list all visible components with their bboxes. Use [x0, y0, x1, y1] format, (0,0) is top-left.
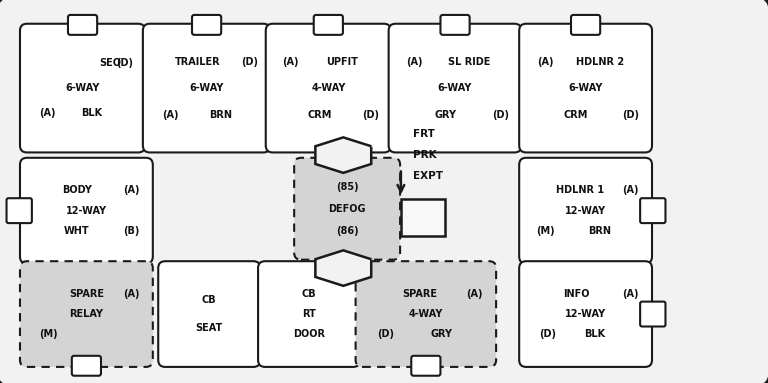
FancyBboxPatch shape — [258, 261, 360, 367]
Text: (D): (D) — [539, 329, 556, 339]
Text: DOOR: DOOR — [293, 329, 325, 339]
FancyBboxPatch shape — [412, 356, 440, 376]
Text: 12-WAY: 12-WAY — [565, 206, 606, 216]
Text: (A): (A) — [465, 289, 482, 299]
Text: BODY: BODY — [62, 185, 92, 195]
FancyBboxPatch shape — [68, 15, 97, 35]
Text: GRY: GRY — [430, 329, 452, 339]
Text: (B): (B) — [124, 226, 140, 236]
Text: (A): (A) — [124, 185, 140, 195]
FancyBboxPatch shape — [72, 356, 101, 376]
Text: 4-WAY: 4-WAY — [311, 83, 346, 93]
FancyBboxPatch shape — [641, 302, 665, 326]
Text: (D): (D) — [492, 110, 508, 119]
Text: BRN: BRN — [588, 226, 611, 236]
Text: (85): (85) — [336, 182, 359, 192]
Text: 6-WAY: 6-WAY — [65, 83, 100, 93]
Text: (D): (D) — [241, 57, 258, 67]
FancyBboxPatch shape — [158, 261, 260, 367]
Text: (D): (D) — [117, 58, 134, 68]
Text: (D): (D) — [362, 110, 379, 119]
FancyBboxPatch shape — [356, 261, 496, 367]
Text: (A): (A) — [282, 57, 299, 67]
Text: RELAY: RELAY — [69, 309, 104, 319]
Polygon shape — [316, 137, 371, 173]
Text: CB: CB — [302, 289, 316, 299]
Text: BLK: BLK — [584, 329, 606, 339]
Text: 4-WAY: 4-WAY — [409, 309, 443, 319]
FancyBboxPatch shape — [519, 261, 652, 367]
Text: (A): (A) — [623, 185, 639, 195]
Text: TRAILER: TRAILER — [174, 57, 220, 67]
Text: UPFIT: UPFIT — [326, 57, 358, 67]
Text: (A): (A) — [406, 57, 423, 67]
Text: SPARE: SPARE — [402, 289, 437, 299]
Text: (M): (M) — [39, 329, 58, 339]
Text: GRY: GRY — [435, 110, 456, 119]
Text: (A): (A) — [162, 110, 178, 119]
Bar — [401, 199, 445, 236]
Text: (A): (A) — [38, 108, 55, 118]
Polygon shape — [316, 250, 371, 286]
Text: BLK: BLK — [81, 108, 102, 118]
Text: SEO: SEO — [99, 58, 121, 68]
FancyBboxPatch shape — [641, 198, 665, 223]
Text: (D): (D) — [377, 329, 394, 339]
FancyBboxPatch shape — [571, 15, 600, 35]
Text: CB: CB — [202, 295, 217, 305]
Text: FRT: FRT — [413, 129, 435, 139]
Text: (A): (A) — [124, 289, 140, 299]
Text: 12-WAY: 12-WAY — [66, 206, 107, 216]
Text: CRM: CRM — [564, 110, 588, 119]
FancyBboxPatch shape — [20, 158, 153, 264]
Text: 6-WAY: 6-WAY — [190, 83, 223, 93]
Text: SL RIDE: SL RIDE — [449, 57, 491, 67]
Text: SEAT: SEAT — [196, 323, 223, 333]
FancyBboxPatch shape — [441, 15, 469, 35]
Text: (86): (86) — [336, 226, 359, 236]
Text: INFO: INFO — [563, 289, 589, 299]
Text: (A): (A) — [537, 57, 554, 67]
Text: 6-WAY: 6-WAY — [438, 83, 472, 93]
FancyBboxPatch shape — [389, 24, 521, 152]
Text: (D): (D) — [622, 110, 639, 119]
Text: PRK: PRK — [413, 150, 437, 160]
Text: EXPT: EXPT — [413, 171, 443, 181]
FancyBboxPatch shape — [519, 24, 652, 152]
FancyBboxPatch shape — [143, 24, 270, 152]
Text: HDLNR 2: HDLNR 2 — [576, 57, 624, 67]
FancyBboxPatch shape — [20, 261, 153, 367]
Text: SPARE: SPARE — [69, 289, 104, 299]
Text: 12-WAY: 12-WAY — [565, 309, 606, 319]
Text: 6-WAY: 6-WAY — [568, 83, 603, 93]
FancyBboxPatch shape — [519, 158, 652, 264]
Text: BRN: BRN — [209, 110, 232, 119]
Text: HDLNR 1: HDLNR 1 — [555, 185, 604, 195]
Text: CRM: CRM — [307, 110, 332, 119]
Text: DEFOG: DEFOG — [329, 204, 366, 214]
Text: (A): (A) — [623, 289, 639, 299]
Text: WHT: WHT — [64, 226, 90, 236]
FancyBboxPatch shape — [314, 15, 343, 35]
FancyBboxPatch shape — [266, 24, 391, 152]
FancyBboxPatch shape — [294, 158, 400, 260]
FancyBboxPatch shape — [20, 24, 145, 152]
FancyBboxPatch shape — [7, 198, 31, 223]
Text: (M): (M) — [536, 226, 554, 236]
FancyBboxPatch shape — [192, 15, 221, 35]
Text: RT: RT — [302, 309, 316, 319]
